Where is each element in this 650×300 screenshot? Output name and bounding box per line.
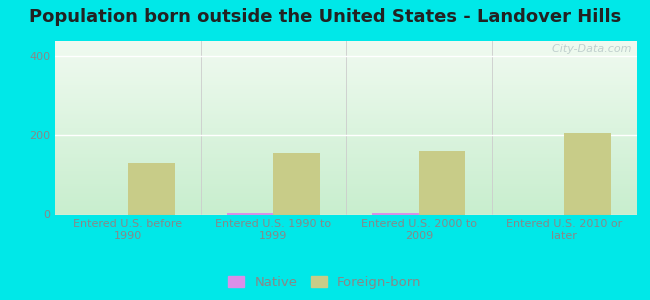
Legend: Native, Foreign-born: Native, Foreign-born: [226, 274, 424, 292]
Bar: [419, 151, 465, 214]
Bar: [128, 163, 174, 214]
Bar: [372, 212, 419, 214]
Bar: [227, 212, 274, 214]
Text: City-Data.com: City-Data.com: [545, 44, 631, 54]
Text: Population born outside the United States - Landover Hills: Population born outside the United State…: [29, 8, 621, 26]
Bar: [564, 134, 611, 214]
Bar: [274, 153, 320, 214]
